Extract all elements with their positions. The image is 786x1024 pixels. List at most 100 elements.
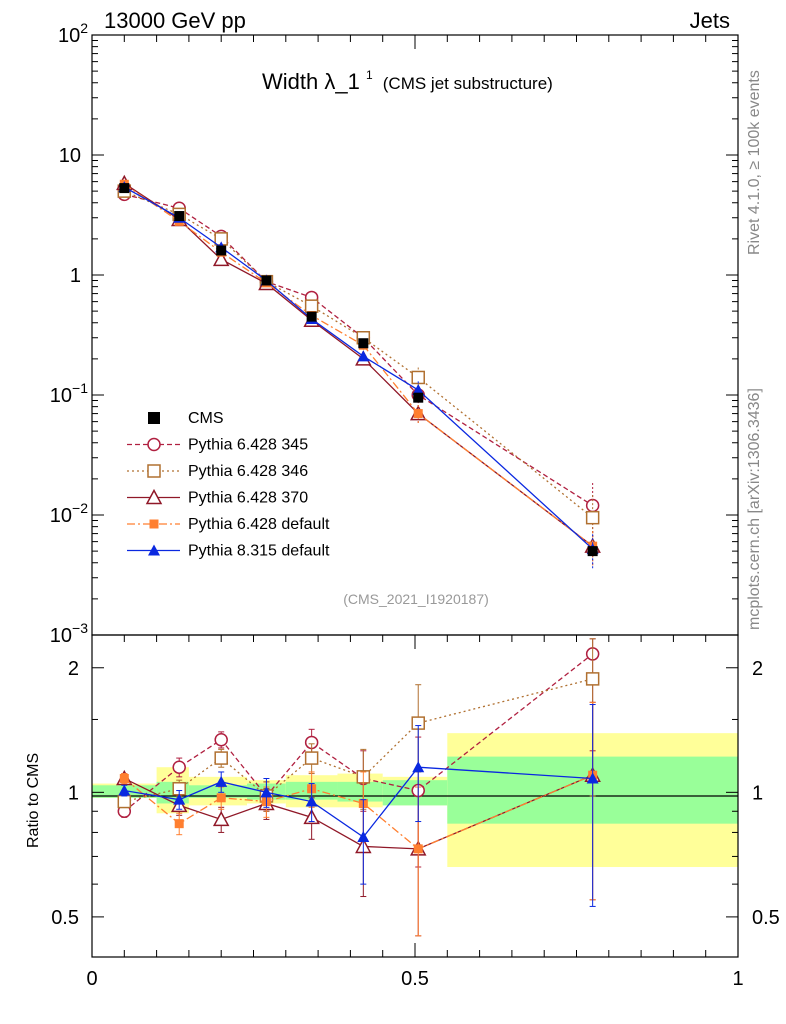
ratio-line-1 [124,678,593,803]
cms-point-7 [587,546,598,557]
y-tick-label-base: 10 [50,625,72,647]
y-tick-label: 10 [59,145,81,167]
legend-label-2: Pythia 6.428 370 [188,490,308,507]
legend: CMS Pythia 6.428 345 Pythia 6.428 346 Pythi… [127,410,330,560]
ratio-tick-label-left: 1 [68,782,79,804]
ratio-point-4-5 [357,830,370,842]
y-tick-label-base: 10 [59,145,81,167]
band-inner-2 [188,785,248,798]
ratio-line-3 [123,774,593,850]
legend-label-4: Pythia 8.315 default [188,543,330,560]
y-tick-label-base: 10 [50,385,72,407]
ratio-tick-label-right: 1 [752,782,763,804]
ratio-point-2-2 [212,810,230,827]
legend-label-3: Pythia 6.428 default [188,516,330,533]
legend-label-1: Pythia 6.428 346 [188,463,308,480]
mcplots-label: mcplots.cern.ch [arXiv:1306.3436] [746,388,763,630]
y-tick-label-exp: −3 [72,620,88,636]
ratio-point-3-2 [216,793,226,803]
ratio-point-4-2 [215,775,228,787]
y-tick-label-exp: −1 [72,380,88,396]
legend-marker-1 [147,464,161,478]
cms-point-3 [261,275,272,286]
x-tick-label: 0.5 [401,968,429,990]
cms-point-5 [358,338,369,349]
main-line-4 [123,186,594,550]
legend-label-0: Pythia 6.428 345 [188,437,308,454]
analysis-id: (CMS_2021_I1920187) [343,591,489,607]
ratio-line-2 [124,774,593,850]
cms-data-group [119,183,598,557]
ratio-point-4-0 [118,784,131,796]
ratio-point-3-6 [413,844,423,854]
y-tick-label: 10−1 [50,380,88,407]
y-tick-label: 102 [58,20,88,47]
legend-marker-2 [145,488,163,505]
ratio-point-4-6 [412,761,425,773]
main-point-1-7 [585,510,600,525]
ratio-tick-label-left: 2 [68,658,79,680]
x-axis: 0 0.5 1 [86,35,744,990]
y-tick-label-exp: 2 [80,20,88,36]
title-subtitle: (CMS jet substructure) [383,74,553,93]
ratio-point-4-4 [305,795,318,807]
y-tick-label-base: 10 [58,25,80,47]
ratio-point-4-7 [586,772,599,784]
ratio-point-0-2 [214,732,228,747]
ratio-tick-label-right: 2 [752,658,763,680]
title-superscript: 1 [366,68,373,82]
ratio-point-3-1 [174,819,184,829]
x-tick-label: 0 [86,968,97,990]
y-tick-label-base: 1 [70,265,81,287]
ratio-point-1-7 [585,672,600,686]
legend-marker-cms [148,412,160,424]
ratio-point-0-1 [172,760,186,774]
ratio-point-4-1 [173,793,186,805]
main-point-3-6 [413,409,423,419]
ratio-line-0 [123,653,594,812]
cms-point-2 [216,245,227,256]
ratio-y-axis: 0.5 0.5 1 1 2 2 [51,658,780,929]
ratio-line-4 [124,766,593,838]
ratio-point-3-0 [119,774,129,784]
main-point-2-2 [212,250,230,267]
y-tick-label: 10−2 [50,500,88,527]
ratio-point-4-3 [260,786,273,798]
cms-point-0 [119,183,130,194]
ratio-point-1-0 [117,794,132,809]
ratio-tick-label-right: 0.5 [752,907,780,929]
ratio-tick-label-left: 0.5 [51,907,79,929]
cms-point-4 [306,311,317,322]
cms-point-6 [413,392,424,403]
ratio-point-1-2 [214,751,228,765]
legend-marker-3 [149,519,159,529]
legend-marker-4 [148,544,160,556]
main-line-0 [124,193,593,507]
title-main: Width λ_1 [262,69,360,94]
main-line-1 [124,190,594,519]
process-label: Jets [690,8,730,33]
band-inner-5 [337,781,383,802]
main-point-0-7 [585,498,600,513]
y-tick-label: 1 [70,265,81,287]
legend-label-cms: CMS [188,410,224,427]
energy-label: 13000 GeV pp [104,8,246,33]
main-point-1-6 [411,370,425,385]
chart-title: Width λ_1 1 (CMS jet substructure) [262,59,553,94]
main-series-group [116,174,601,570]
y-tick-label-base: 10 [50,505,72,527]
y-tick-label-exp: −2 [72,500,88,516]
main-point-1-4 [304,299,319,313]
legend-marker-0 [147,437,161,452]
main-point-4-6 [412,384,425,396]
ratio-plot: 0.5 0.5 1 1 2 2 [51,634,780,958]
cms-point-1 [174,211,185,222]
ratio-y-label: Ratio to CMS [25,753,42,848]
x-tick-label: 1 [732,968,743,990]
ratio-point-1-4 [304,751,319,765]
ratio-series-group [116,638,601,937]
main-point-4-5 [357,350,370,362]
